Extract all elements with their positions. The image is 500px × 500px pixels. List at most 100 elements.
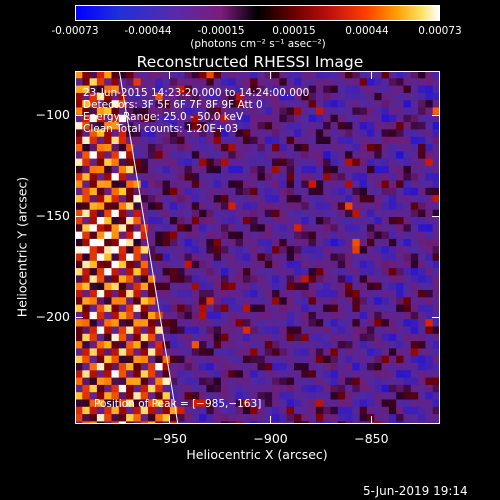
heatmap-cell <box>418 202 426 211</box>
heatmap-cell <box>367 326 375 335</box>
heatmap-cell <box>191 158 200 167</box>
heatmap-cell <box>104 78 112 87</box>
heatmap-cell <box>374 341 383 349</box>
heatmap-cell <box>410 85 419 94</box>
heatmap-cell <box>184 246 193 254</box>
heatmap-cell <box>221 414 229 422</box>
heatmap-cell <box>279 363 288 371</box>
heatmap-cell <box>374 107 383 116</box>
heatmap-cell <box>177 319 185 327</box>
heatmap-cell <box>257 260 266 269</box>
heatmap-cell <box>177 326 185 335</box>
heatmap-cell <box>425 253 434 262</box>
heatmap-cell <box>177 355 185 364</box>
heatmap-cell <box>418 151 426 160</box>
heatmap-cell <box>315 217 324 225</box>
heatmap-cell <box>235 297 244 306</box>
heatmap-cell <box>250 144 258 152</box>
heatmap-cell <box>242 392 251 400</box>
heatmap-cell <box>294 195 302 203</box>
heatmap-cell <box>206 165 215 174</box>
heatmap-cell <box>418 246 426 254</box>
heatmap-cell <box>286 363 295 371</box>
heatmap-cell <box>82 209 91 218</box>
x-tick-mark <box>270 71 272 79</box>
heatmap-cell <box>381 275 390 284</box>
heatmap-cell <box>155 85 164 94</box>
heatmap-cell <box>301 92 310 101</box>
heatmap-cell <box>330 129 339 138</box>
heatmap-cell <box>418 370 426 379</box>
heatmap-cell <box>191 238 200 247</box>
heatmap-cell <box>162 282 171 291</box>
heatmap-cell <box>432 129 440 138</box>
heatmap-cell <box>410 421 419 424</box>
heatmap-cell <box>228 333 237 342</box>
heatmap-cell <box>396 319 404 327</box>
heatmap-cell <box>250 85 258 94</box>
heatmap-cell <box>418 173 426 181</box>
heatmap-cell <box>264 326 273 335</box>
heatmap-cell <box>228 392 237 400</box>
heatmap-cell <box>118 238 127 247</box>
heatmap-cell <box>257 217 266 225</box>
heatmap-cell <box>184 136 193 145</box>
heatmap-cell <box>75 78 83 87</box>
heatmap-cell <box>272 297 280 306</box>
heatmap-cell <box>169 399 178 408</box>
heatmap-cell <box>221 238 229 247</box>
heatmap-cell <box>242 144 251 152</box>
heatmap-cell <box>323 421 331 424</box>
heatmap-cell <box>381 246 390 254</box>
heatmap-cell <box>315 392 324 400</box>
heatmap-cell <box>133 326 142 335</box>
heatmap-cell <box>418 144 426 152</box>
heatmap-cell <box>206 406 215 415</box>
heatmap-cell <box>301 187 310 196</box>
heatmap-cell <box>425 268 434 276</box>
heatmap-cell <box>308 290 317 298</box>
heatmap-cell <box>388 238 397 247</box>
heatmap-cell <box>396 246 404 254</box>
heatmap-cell <box>323 71 331 79</box>
heatmap-cell <box>315 406 324 415</box>
heatmap-cell <box>89 129 98 138</box>
heatmap-cell <box>228 348 237 357</box>
heatmap-cell <box>294 355 302 364</box>
heatmap-cell <box>242 370 251 379</box>
heatmap-cell <box>279 392 288 400</box>
heatmap-cell <box>410 100 419 108</box>
heatmap-cell <box>308 114 317 123</box>
heatmap-cell <box>388 297 397 306</box>
heatmap-cell <box>82 180 91 189</box>
heatmap-cell <box>294 253 302 262</box>
heatmap-cell <box>177 275 185 284</box>
heatmap-cell <box>374 290 383 298</box>
heatmap-cell <box>388 370 397 379</box>
heatmap-cell <box>228 144 237 152</box>
heatmap-cell <box>323 363 331 371</box>
heatmap-cell <box>381 165 390 174</box>
heatmap-cell <box>235 136 244 145</box>
heatmap-cell <box>294 114 302 123</box>
heatmap-cell <box>250 268 258 276</box>
heatmap-cell <box>235 260 244 269</box>
heatmap-cell <box>148 180 156 189</box>
heatmap-cell <box>330 326 339 335</box>
heatmap-cell <box>221 355 229 364</box>
heatmap-cell <box>374 85 383 94</box>
heatmap-cell <box>199 384 207 393</box>
heatmap-cell <box>126 100 134 108</box>
heatmap-cell <box>272 282 280 291</box>
heatmap-cell <box>169 151 178 160</box>
heatmap-cell <box>403 78 412 87</box>
heatmap-cell <box>374 187 383 196</box>
heatmap-cell <box>82 333 91 342</box>
heatmap-cell <box>257 275 266 284</box>
heatmap-cell <box>374 202 383 211</box>
heatmap-cell <box>155 238 164 247</box>
heatmap-cell <box>191 363 200 371</box>
heatmap-cell <box>418 195 426 203</box>
heatmap-cell <box>126 319 134 327</box>
heatmap-cell <box>257 231 266 240</box>
